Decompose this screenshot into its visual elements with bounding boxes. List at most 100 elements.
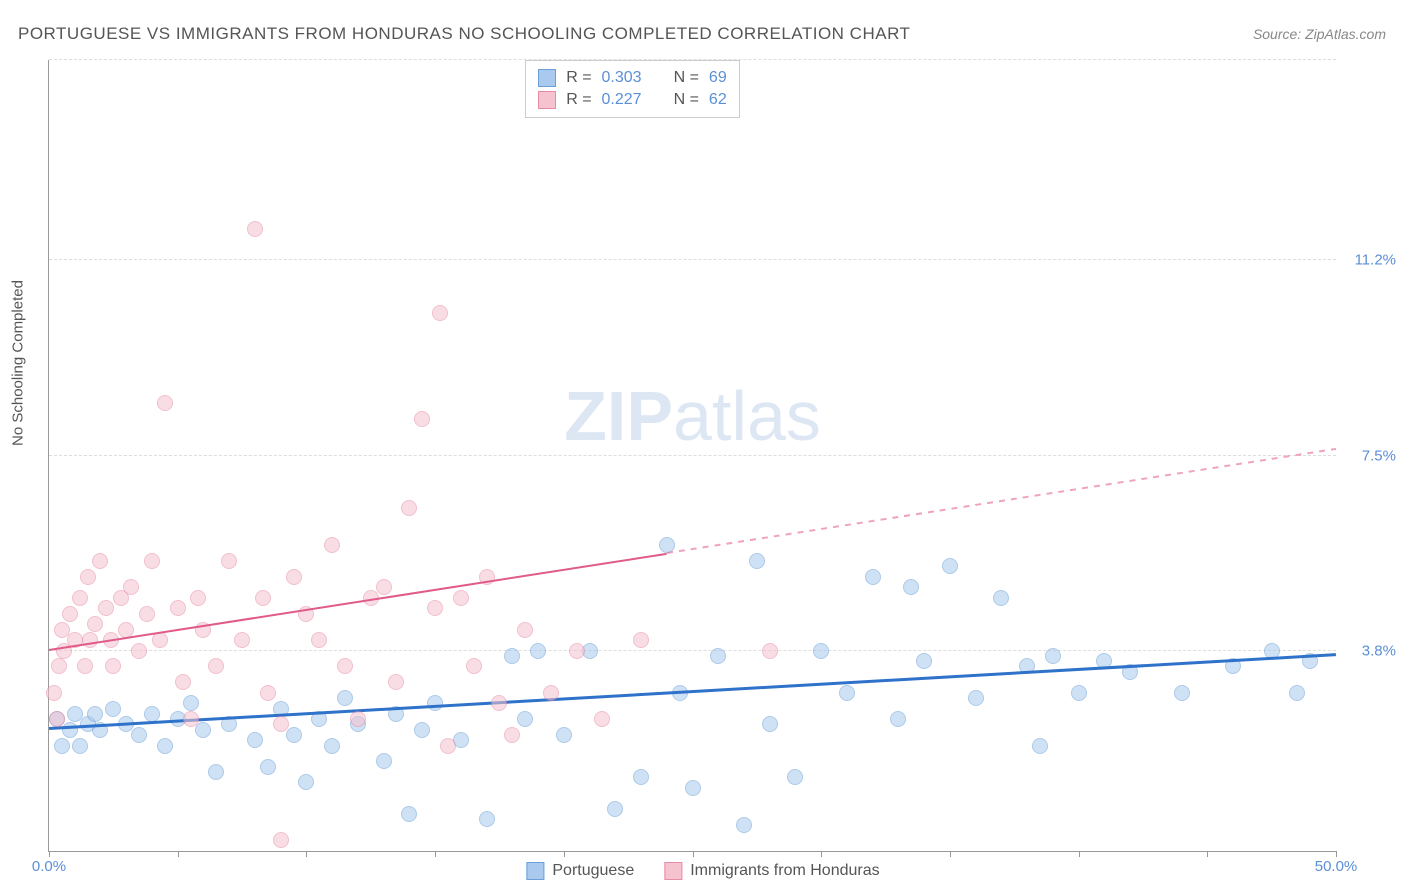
scatter-point — [298, 774, 314, 790]
x-tick — [306, 851, 307, 857]
scatter-point — [594, 711, 610, 727]
y-tick-label: 3.8% — [1362, 642, 1396, 659]
scatter-point — [350, 711, 366, 727]
swatch-series-1 — [538, 69, 556, 87]
r-label: R = — [566, 69, 591, 87]
scatter-point — [633, 632, 649, 648]
scatter-point — [337, 658, 353, 674]
scatter-point — [260, 759, 276, 775]
r-value-2: 0.227 — [602, 91, 642, 109]
scatter-point — [865, 569, 881, 585]
scatter-point — [388, 674, 404, 690]
x-tick — [1079, 851, 1080, 857]
n-label: N = — [674, 91, 699, 109]
scatter-point — [311, 632, 327, 648]
trend-line — [49, 653, 1336, 729]
x-tick — [950, 851, 951, 857]
scatter-point — [170, 600, 186, 616]
scatter-point — [80, 569, 96, 585]
scatter-point — [839, 685, 855, 701]
scatter-point — [183, 695, 199, 711]
scatter-point — [453, 590, 469, 606]
scatter-point — [414, 722, 430, 738]
scatter-point — [517, 711, 533, 727]
watermark: ZIPatlas — [564, 376, 821, 456]
scatter-point — [813, 643, 829, 659]
scatter-point — [190, 590, 206, 606]
scatter-point — [255, 590, 271, 606]
scatter-point — [105, 701, 121, 717]
series-legend: Portuguese Immigrants from Honduras — [526, 862, 879, 880]
scatter-point — [942, 558, 958, 574]
y-tick-label: 7.5% — [1362, 447, 1396, 464]
scatter-point — [427, 695, 443, 711]
watermark-atlas: atlas — [673, 377, 821, 455]
x-tick — [1207, 851, 1208, 857]
scatter-point — [466, 658, 482, 674]
scatter-point — [1289, 685, 1305, 701]
scatter-point — [607, 801, 623, 817]
trend-line — [49, 552, 667, 650]
legend-label-1: Portuguese — [552, 862, 634, 880]
scatter-point — [916, 653, 932, 669]
scatter-point — [105, 658, 121, 674]
chart-area: ZIPatlas R = 0.303 N = 69 R = 0.227 N = … — [48, 60, 1336, 852]
correlation-legend: R = 0.303 N = 69 R = 0.227 N = 62 — [525, 60, 740, 118]
swatch-series-2 — [538, 91, 556, 109]
x-tick — [693, 851, 694, 857]
legend-label-2: Immigrants from Honduras — [690, 862, 879, 880]
scatter-point — [247, 732, 263, 748]
r-value-1: 0.303 — [602, 69, 642, 87]
scatter-point — [286, 727, 302, 743]
scatter-point — [131, 643, 147, 659]
scatter-point — [1174, 685, 1190, 701]
scatter-point — [144, 553, 160, 569]
scatter-point — [710, 648, 726, 664]
scatter-point — [273, 716, 289, 732]
scatter-point — [504, 727, 520, 743]
scatter-point — [427, 600, 443, 616]
scatter-point — [903, 579, 919, 595]
scatter-point — [221, 553, 237, 569]
scatter-point — [556, 727, 572, 743]
scatter-point — [749, 553, 765, 569]
x-tick — [435, 851, 436, 857]
source-label: Source: ZipAtlas.com — [1253, 26, 1386, 42]
scatter-point — [376, 753, 392, 769]
trend-line — [667, 448, 1337, 554]
scatter-point — [234, 632, 250, 648]
scatter-point — [440, 738, 456, 754]
n-label: N = — [674, 69, 699, 87]
scatter-point — [504, 648, 520, 664]
scatter-point — [736, 817, 752, 833]
scatter-point — [98, 600, 114, 616]
scatter-point — [1071, 685, 1087, 701]
scatter-point — [685, 780, 701, 796]
y-tick-label: 11.2% — [1355, 252, 1396, 269]
swatch-icon — [526, 862, 544, 880]
n-value-1: 69 — [709, 69, 727, 87]
scatter-point — [633, 769, 649, 785]
legend-item-1: Portuguese — [526, 862, 634, 880]
x-tick — [821, 851, 822, 857]
scatter-point — [286, 569, 302, 585]
swatch-icon — [664, 862, 682, 880]
gridline — [49, 455, 1336, 456]
scatter-point — [432, 305, 448, 321]
scatter-point — [62, 722, 78, 738]
x-tick — [49, 851, 50, 857]
scatter-point — [157, 738, 173, 754]
x-tick — [178, 851, 179, 857]
scatter-point — [62, 606, 78, 622]
scatter-point — [208, 764, 224, 780]
scatter-point — [123, 579, 139, 595]
scatter-point — [530, 643, 546, 659]
scatter-point — [183, 711, 199, 727]
x-tick — [1336, 851, 1337, 857]
scatter-point — [72, 738, 88, 754]
scatter-point — [491, 695, 507, 711]
scatter-point — [1045, 648, 1061, 664]
gridline — [49, 259, 1336, 260]
scatter-point — [260, 685, 276, 701]
scatter-point — [139, 606, 155, 622]
